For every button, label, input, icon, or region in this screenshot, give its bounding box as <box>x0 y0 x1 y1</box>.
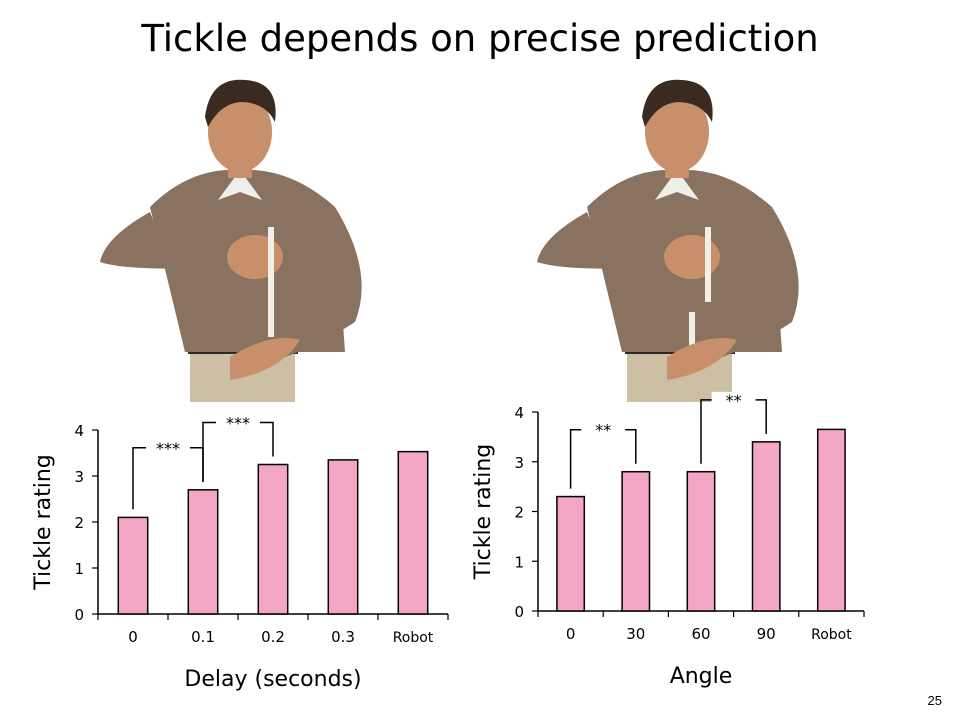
x-tick-label: 0 <box>128 628 138 646</box>
x-tick-label: 60 <box>691 625 710 643</box>
man-self-tickle-delay-icon <box>90 72 390 402</box>
bar <box>327 459 359 615</box>
man-self-tickle-angle-icon <box>527 72 827 402</box>
x-tick-label: 0 <box>566 625 576 643</box>
significance-label: ** <box>595 421 611 440</box>
bar <box>556 495 586 612</box>
x-axis-title: Delay (seconds) <box>184 667 361 692</box>
chart-angle: 0 1 2 3 4 0 30 60 90 Robot Angle Tickle rating ** ** <box>468 391 908 700</box>
x-tick-label: 0.3 <box>331 628 355 646</box>
y-tick-label: 3 <box>514 454 524 472</box>
x-tick-label: Robot <box>811 627 852 643</box>
bar <box>397 450 429 615</box>
y-tick-label: 1 <box>514 553 524 571</box>
significance-label: *** <box>156 439 180 458</box>
y-tick-label: 1 <box>74 560 84 578</box>
bar <box>816 428 846 612</box>
y-axis-title: Tickle rating <box>471 444 496 581</box>
y-tick-label: 4 <box>514 404 524 422</box>
y-tick-label: 2 <box>74 514 84 532</box>
significance-label: *** <box>226 414 250 433</box>
chart-delay: 0 1 2 3 4 0 0.1 0.2 0.3 Robot Delay (seconds) Tickl… <box>20 400 460 700</box>
figure-body <box>100 79 362 402</box>
x-tick-label: Robot <box>393 630 434 646</box>
significance-label: ** <box>726 391 742 410</box>
y-tick-label: 4 <box>74 422 84 440</box>
y-tick-label: 0 <box>74 606 84 624</box>
y-tick-label: 3 <box>74 468 84 486</box>
x-axis-title: Angle <box>670 664 733 689</box>
x-tick-label: 30 <box>626 625 645 643</box>
slide-title: Tickle depends on precise prediction <box>141 17 819 60</box>
significance-label-bg <box>216 414 260 431</box>
bar <box>621 470 651 612</box>
y-axis-title: Tickle rating <box>31 454 56 591</box>
bar <box>117 516 149 615</box>
page-number: 25 <box>927 693 942 708</box>
significance-label-bg <box>581 421 626 438</box>
y-tick-label: 2 <box>514 504 524 522</box>
bar <box>751 441 781 612</box>
bar <box>187 489 219 615</box>
bar <box>257 463 289 615</box>
x-tick-label: 0.1 <box>191 628 215 646</box>
x-tick-label: 0.2 <box>261 628 285 646</box>
chart-angle-svg: 0 1 2 3 4 0 30 60 90 Robot Angle Tickle rating ** ** <box>471 391 865 689</box>
y-tick-label: 0 <box>514 603 524 621</box>
significance-label-bg <box>146 439 190 456</box>
bar <box>686 470 716 612</box>
chart-delay-svg: 0 1 2 3 4 0 0.1 0.2 0.3 Robot Delay (seconds) Tickl… <box>31 414 449 692</box>
significance-label-bg <box>711 391 756 408</box>
x-tick-label: 90 <box>757 625 776 643</box>
figure-body <box>537 79 799 402</box>
